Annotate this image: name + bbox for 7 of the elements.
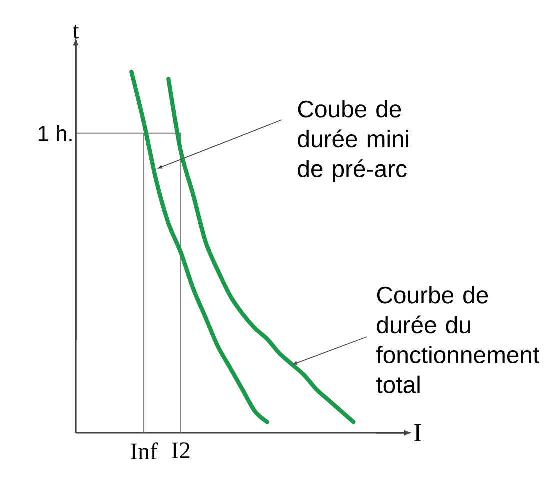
text: Courbe de durée du fonctionnement total: [376, 286, 540, 394]
x-tick-label: I2: [172, 442, 190, 458]
x-axis-title: I: [414, 424, 422, 442]
annotation: Coube de durée mini de pré-arc: [298, 100, 409, 182]
x-tick-label: Inf: [130, 442, 158, 460]
y-axis-title: t: [72, 25, 80, 39]
ref-line-label: 1 h.: [38, 125, 72, 142]
